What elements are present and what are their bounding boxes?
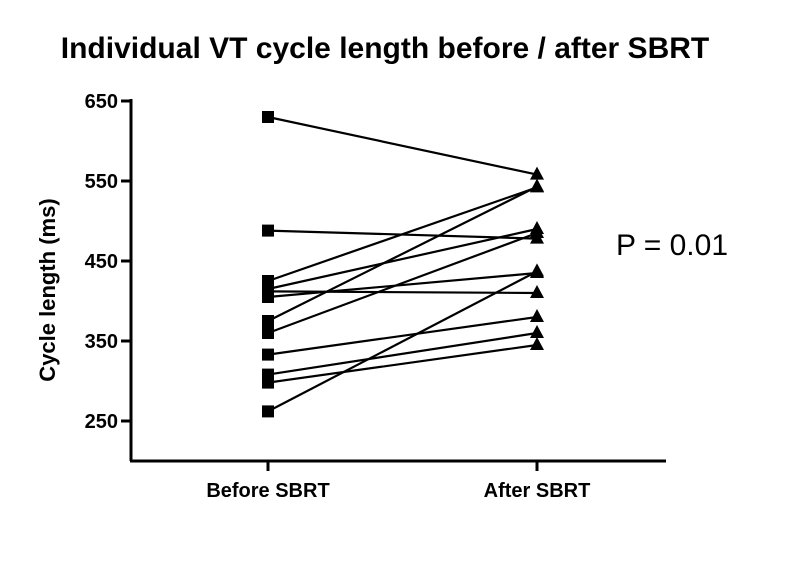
x-tick-label: After SBRT [484,480,591,502]
x-tick-label: Before SBRT [206,480,329,502]
markers [262,111,544,418]
after-marker-triangle [530,285,544,298]
y-tick-label: 650 [85,91,118,113]
before-marker-square [262,348,274,361]
pair-line [267,270,538,413]
before-marker-square [262,291,274,303]
y-axis-title: Cycle length (ms) [35,198,60,381]
series-lines [267,115,538,413]
axes [121,99,666,471]
pair-line [267,231,538,335]
pair-line [267,343,538,384]
after-marker-triangle [530,325,544,338]
pair-line [267,185,538,322]
pair-line [267,315,538,356]
y-tick-label: 550 [85,171,118,193]
tick-labels: 250 350 450 550 650 Before SBRT After SBRT [85,91,591,502]
pair-line [267,331,538,376]
before-marker-square [262,224,274,237]
after-marker-triangle [530,166,544,180]
y-tick-label: 350 [85,331,118,353]
after-marker-triangle [530,225,544,238]
after-marker-triangle [530,309,544,322]
before-marker-square [262,315,274,327]
after-marker-triangle [530,337,544,350]
pair-line [267,290,538,295]
before-marker-square [262,111,274,123]
pair-line [267,186,538,283]
before-marker-square [262,376,274,389]
pair-line [267,115,538,176]
y-tick-label: 450 [85,251,118,273]
y-tick-label: 250 [85,411,118,433]
chart-title: Individual VT cycle length before / afte… [61,32,709,65]
p-value-annotation: P = 0.01 [616,229,728,262]
before-marker-square [262,327,274,339]
pair-line [267,271,538,299]
after-marker-triangle [530,178,544,192]
after-marker-triangle [530,263,544,277]
before-marker-square [262,405,274,418]
pair-line [267,227,538,291]
